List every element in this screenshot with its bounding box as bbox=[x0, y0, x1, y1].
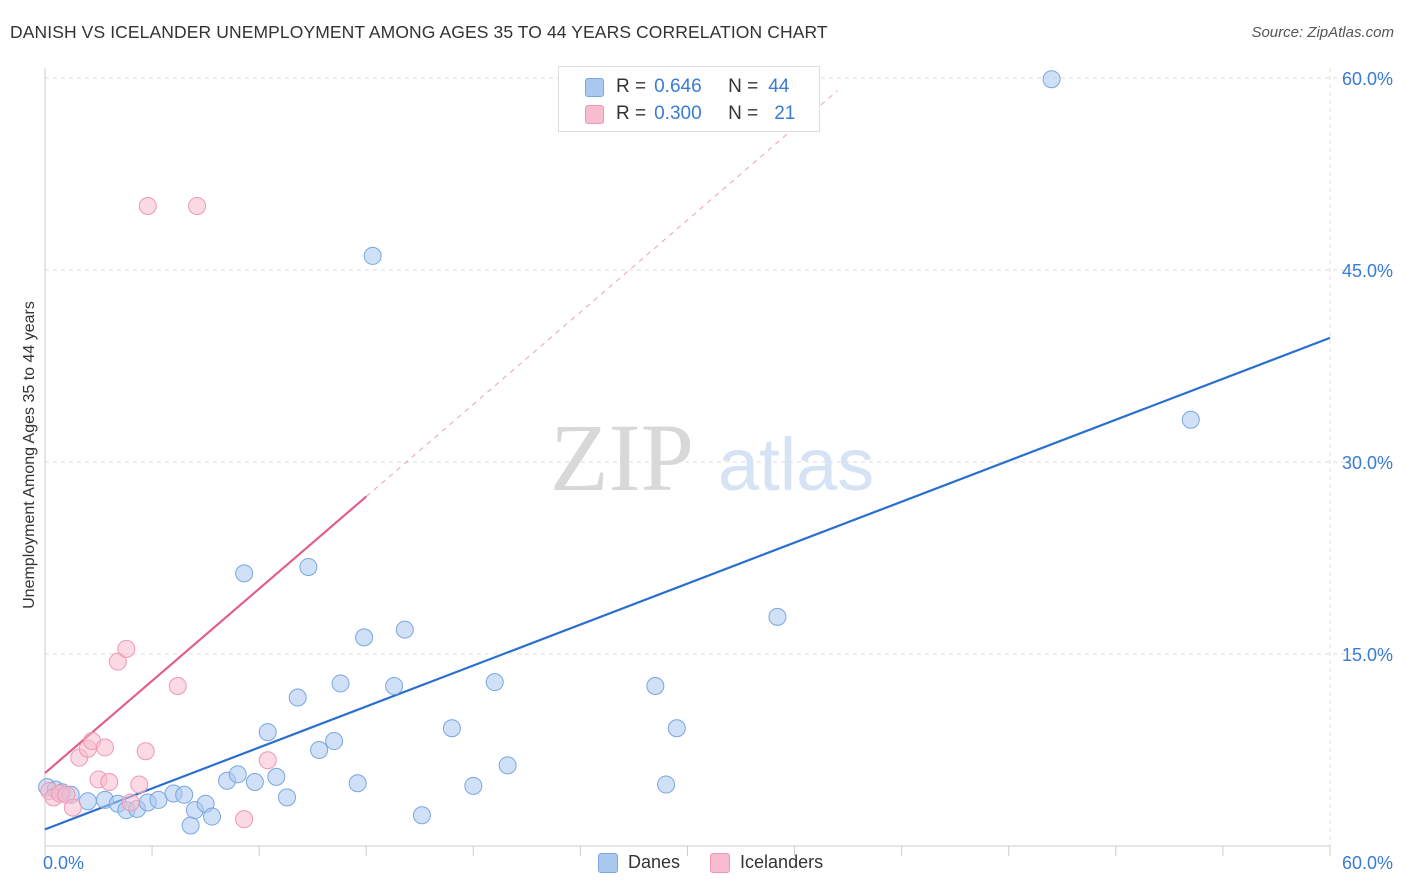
icelanders-point bbox=[136, 742, 155, 761]
icelanders-n-label: N = bbox=[728, 103, 759, 124]
icelanders-trendline bbox=[44, 495, 367, 774]
icelanders-n-value: 21 bbox=[774, 103, 796, 124]
danes-legend-swatch bbox=[598, 852, 618, 873]
icelanders-legend-label: Icelanders bbox=[740, 852, 824, 872]
danes-point bbox=[667, 719, 686, 738]
y-tick-label: 30.0% bbox=[1342, 453, 1393, 473]
danes-point bbox=[385, 677, 404, 695]
icelanders-r-label: R = bbox=[616, 103, 647, 124]
danes-point bbox=[331, 674, 350, 693]
danes-point bbox=[646, 677, 665, 695]
axes bbox=[44, 68, 1331, 856]
danes-point bbox=[442, 719, 461, 738]
x-tick-label: 0.0% bbox=[43, 853, 84, 873]
data-points bbox=[38, 70, 1200, 835]
icelanders-point bbox=[188, 197, 207, 215]
correlation-legend: R = 0.646 N = 44 R = 0.300 N = 21 bbox=[558, 66, 820, 132]
legend-row-icelanders: R = 0.300 N = 21 bbox=[585, 101, 795, 127]
danes-n-value: 44 bbox=[768, 76, 790, 97]
danes-point bbox=[464, 776, 483, 795]
icelanders-point bbox=[130, 775, 149, 794]
danes-point bbox=[299, 557, 318, 576]
danes-point bbox=[235, 564, 254, 583]
trendlines bbox=[44, 90, 1331, 831]
danes-r-label: R = bbox=[616, 76, 647, 97]
icelanders-legend-swatch bbox=[710, 852, 731, 873]
icelanders-point bbox=[138, 197, 157, 215]
icelanders-point bbox=[168, 677, 187, 695]
danes-point bbox=[1181, 410, 1200, 429]
danes-point bbox=[395, 620, 414, 639]
icelanders-r-value: 0.300 bbox=[654, 103, 702, 124]
y-tick-label: 60.0% bbox=[1342, 69, 1393, 89]
icelanders-point bbox=[235, 810, 254, 829]
danes-point bbox=[245, 773, 264, 791]
danes-point bbox=[363, 246, 382, 265]
grid-lines bbox=[45, 68, 1390, 846]
y-tick-label: 45.0% bbox=[1342, 261, 1393, 281]
danes-n-label: N = bbox=[728, 76, 759, 97]
icelanders-point bbox=[100, 773, 119, 791]
source-credit: Source: ZipAtlas.com bbox=[1251, 24, 1394, 41]
danes-point bbox=[325, 732, 344, 751]
danes-legend-label: Danes bbox=[628, 852, 681, 872]
danes-point bbox=[485, 673, 504, 692]
watermark-atlas: atlas bbox=[718, 423, 874, 506]
icelanders-point bbox=[63, 798, 82, 817]
y-axis-label: Unemployment Among Ages 35 to 44 years bbox=[21, 301, 38, 609]
series-legend: Danes Icelanders bbox=[598, 852, 853, 873]
danes-point bbox=[288, 688, 307, 707]
icelanders-point bbox=[95, 738, 114, 757]
watermark-zip: ZIP bbox=[550, 404, 694, 511]
x-tick-label: 60.0% bbox=[1342, 853, 1393, 873]
danes-point bbox=[228, 765, 247, 784]
danes-point bbox=[278, 788, 297, 807]
danes-point bbox=[768, 607, 787, 626]
y-tick-label: 15.0% bbox=[1342, 645, 1393, 665]
danes-point bbox=[310, 741, 329, 759]
icelanders-point bbox=[258, 751, 277, 770]
legend-item-icelanders[interactable]: Icelanders bbox=[710, 852, 823, 873]
legend-row-danes: R = 0.646 N = 44 bbox=[585, 74, 789, 100]
danes-r-value: 0.646 bbox=[654, 76, 702, 97]
danes-point bbox=[1042, 70, 1061, 89]
danes-point bbox=[149, 790, 168, 809]
danes-point bbox=[258, 723, 277, 742]
danes-point bbox=[78, 792, 97, 811]
icelanders-point bbox=[121, 793, 140, 812]
danes-swatch bbox=[585, 77, 604, 97]
danes-point bbox=[657, 775, 676, 794]
icelanders-trendline-extension bbox=[365, 90, 838, 497]
watermark: ZIP atlas bbox=[550, 404, 874, 511]
danes-point bbox=[203, 807, 222, 826]
danes-trendline bbox=[44, 336, 1331, 831]
danes-point bbox=[175, 785, 194, 804]
danes-point bbox=[355, 628, 374, 647]
danes-point bbox=[412, 806, 431, 825]
icelanders-point bbox=[117, 639, 136, 658]
danes-point bbox=[267, 767, 286, 786]
icelanders-swatch bbox=[585, 104, 604, 124]
danes-point bbox=[498, 756, 517, 775]
danes-point bbox=[181, 816, 200, 835]
chart-title: DANISH VS ICELANDER UNEMPLOYMENT AMONG A… bbox=[10, 22, 828, 42]
icelanders-point bbox=[108, 652, 127, 671]
legend-item-danes[interactable]: Danes bbox=[598, 852, 680, 873]
danes-point bbox=[348, 774, 367, 793]
tick-labels: 15.0% 30.0% 45.0% 60.0% 0.0% 60.0% bbox=[43, 69, 1393, 873]
